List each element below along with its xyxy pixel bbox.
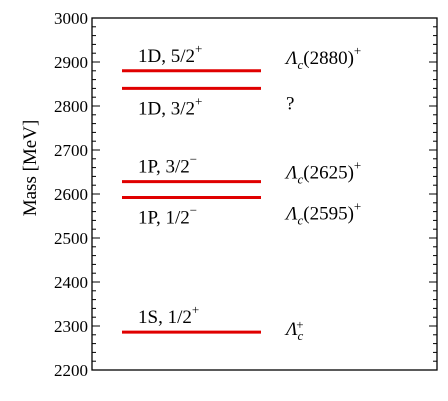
state-label: Λc(2625)+ bbox=[284, 158, 361, 187]
level-label: 1P, 1/2− bbox=[138, 203, 197, 229]
y-tick-label: 2600 bbox=[54, 185, 88, 204]
y-tick-label: 3000 bbox=[54, 9, 88, 28]
y-tick-label: 2400 bbox=[54, 273, 88, 292]
y-tick-label: 2300 bbox=[54, 317, 88, 336]
y-axis-title: Mass [MeV] bbox=[20, 120, 41, 217]
y-tick-label: 2700 bbox=[54, 141, 88, 160]
y-tick-label: 2500 bbox=[54, 229, 88, 248]
y-ticks: 2200 2300 2400 2500 2600 2700 2800 2900 3000 bbox=[54, 9, 437, 380]
y-tick-label: 2800 bbox=[54, 97, 88, 116]
level-label: 1P, 3/2− bbox=[138, 152, 197, 178]
levels: 1D, 5/2+ Λc(2880)+ 1D, 3/2+ ? 1P, 3/2− Λc(262… bbox=[122, 41, 361, 343]
level-label: 1S, 1/2+ bbox=[138, 302, 199, 328]
level-label: 1D, 3/2+ bbox=[138, 93, 202, 119]
state-label: Λc+ bbox=[284, 317, 304, 343]
y-tick-label: 2900 bbox=[54, 53, 88, 72]
y-tick-label: 2200 bbox=[54, 361, 88, 380]
state-label: ? bbox=[286, 93, 294, 114]
state-label: Λc(2880)+ bbox=[284, 43, 361, 72]
state-label: Λc(2595)+ bbox=[284, 199, 361, 228]
level-label: 1D, 5/2+ bbox=[138, 41, 202, 67]
